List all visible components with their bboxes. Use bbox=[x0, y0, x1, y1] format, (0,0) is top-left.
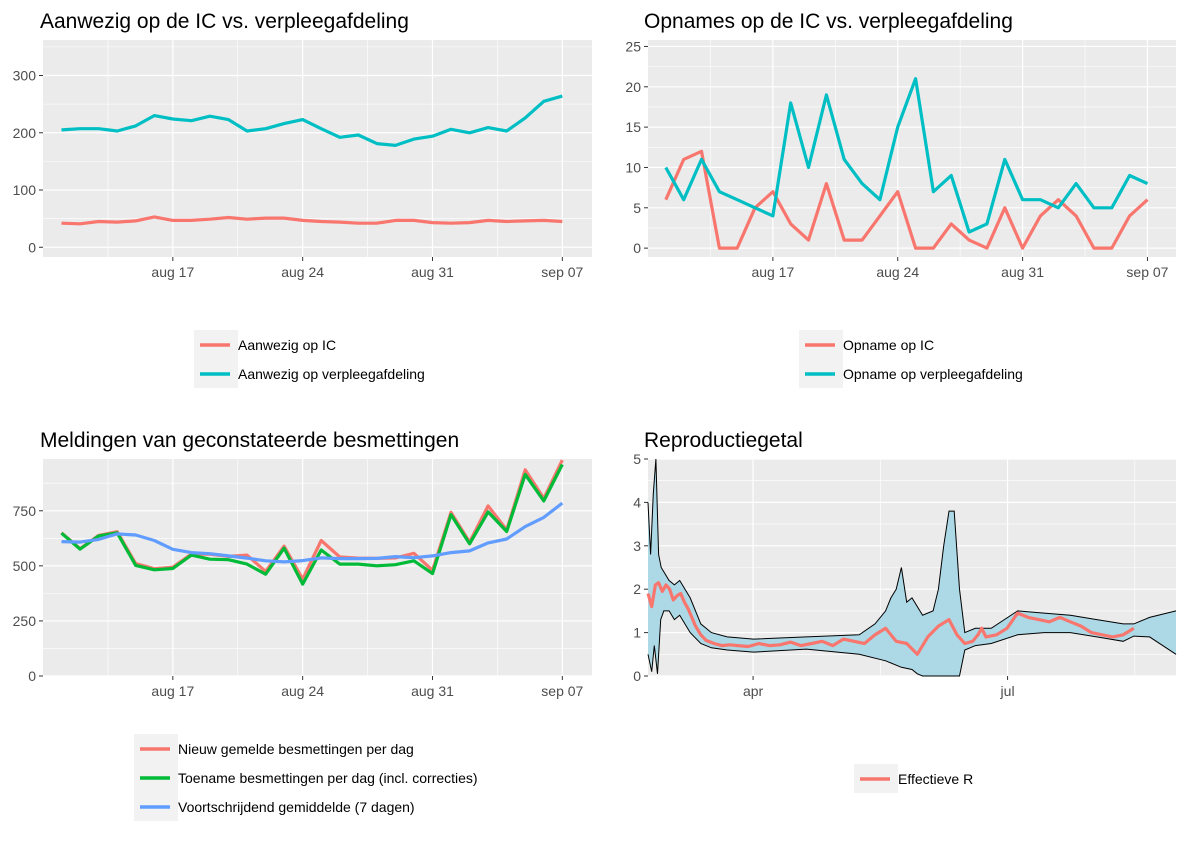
series-line-1 bbox=[646, 581, 1135, 656]
series-line-3 bbox=[61, 501, 564, 564]
x-tick-label: sep 07 bbox=[541, 264, 583, 280]
y-tick-label: 25 bbox=[625, 38, 641, 54]
y-tick-label: 500 bbox=[13, 558, 37, 574]
chart-4: Reproductiegetal 0 1 2 3 4 5 apr jul Effectieve R bbox=[633, 429, 1177, 793]
chart-title: Meldingen van geconstateerde besmettinge… bbox=[40, 429, 459, 452]
y-tick-label: 250 bbox=[13, 613, 37, 629]
legend: Opname op IC Opname op verpleegafdeling bbox=[799, 330, 1023, 388]
y-tick-label: 0 bbox=[28, 668, 36, 684]
legend: Effectieve R bbox=[854, 764, 973, 793]
x-tick-label: aug 17 bbox=[751, 264, 794, 280]
series-line-2 bbox=[61, 94, 563, 147]
y-tick-label: 20 bbox=[625, 79, 641, 95]
legend-label: Toename besmettingen per dag (incl. corr… bbox=[178, 770, 478, 786]
y-tick-label: 100 bbox=[13, 182, 37, 198]
ribbon-lower-line bbox=[647, 610, 1177, 677]
legend-label: Voortschrijdend gemiddelde (7 dagen) bbox=[178, 799, 415, 815]
y-tick-label: 10 bbox=[625, 159, 641, 175]
y-tick-label: 5 bbox=[633, 451, 641, 467]
x-tick-label: aug 31 bbox=[1001, 264, 1044, 280]
legend-label: Aanwezig op IC bbox=[238, 337, 336, 353]
plot-panel bbox=[43, 40, 592, 257]
y-tick-label: 4 bbox=[633, 494, 641, 510]
series-line-2 bbox=[60, 463, 564, 586]
legend-label: Opname op IC bbox=[843, 337, 934, 353]
legend-key-background bbox=[194, 330, 238, 388]
chart-title: Opnames op de IC vs. verpleegafdeling bbox=[644, 10, 1013, 33]
x-tick-label: aug 24 bbox=[281, 683, 324, 699]
x-tick-label: sep 07 bbox=[541, 683, 583, 699]
y-tick-label: 0 bbox=[633, 240, 641, 256]
y-tick-label: 750 bbox=[13, 503, 37, 519]
y-tick-label: 3 bbox=[633, 538, 641, 554]
y-tick-label: 5 bbox=[633, 200, 641, 216]
y-tick-label: 1 bbox=[633, 625, 641, 641]
x-tick-label: aug 24 bbox=[281, 264, 324, 280]
x-tick-label: aug 17 bbox=[151, 264, 194, 280]
legend-key-background bbox=[799, 330, 843, 388]
legend-label: Opname op verpleegafdeling bbox=[843, 366, 1023, 382]
legend-label: Aanwezig op verpleegafdeling bbox=[238, 366, 425, 382]
legend-label: Effectieve R bbox=[898, 771, 973, 787]
x-tick-label: aug 17 bbox=[151, 683, 194, 699]
plot-panel bbox=[43, 459, 592, 676]
chart-3: Meldingen van geconstateerde besmettinge… bbox=[13, 429, 592, 821]
x-tick-label: apr bbox=[743, 683, 764, 699]
chart-title: Reproductiegetal bbox=[644, 429, 803, 452]
series-line-1 bbox=[664, 149, 1149, 250]
x-tick-label: aug 31 bbox=[411, 683, 454, 699]
x-tick-label: sep 07 bbox=[1126, 264, 1168, 280]
series-line-2 bbox=[664, 77, 1149, 234]
legend-label: Nieuw gemelde besmettingen per dag bbox=[178, 741, 414, 757]
series-line-1 bbox=[61, 215, 563, 226]
chart-2: Opnames op de IC vs. verpleegafdeling 0 5 1… bbox=[625, 10, 1176, 388]
plot-panel bbox=[648, 40, 1176, 257]
y-tick-label: 200 bbox=[13, 125, 37, 141]
y-tick-label: 300 bbox=[13, 67, 37, 83]
x-tick-label: aug 31 bbox=[411, 264, 454, 280]
ribbon-upper-line bbox=[647, 458, 1177, 640]
y-tick-label: 0 bbox=[633, 668, 641, 684]
legend: Nieuw gemelde besmettingen per dag Toenam… bbox=[134, 734, 478, 821]
chart-title: Aanwezig op de IC vs. verpleegafdeling bbox=[40, 10, 409, 33]
y-tick-label: 15 bbox=[625, 119, 641, 135]
x-tick-label: jul bbox=[1000, 683, 1015, 699]
legend: Aanwezig op IC Aanwezig op verpleegafdeli… bbox=[194, 330, 425, 388]
chart-1: Aanwezig op de IC vs. verpleegafdeling 0 1… bbox=[13, 10, 592, 388]
y-tick-label: 0 bbox=[28, 239, 36, 255]
y-tick-label: 2 bbox=[633, 581, 641, 597]
x-tick-label: aug 24 bbox=[876, 264, 919, 280]
